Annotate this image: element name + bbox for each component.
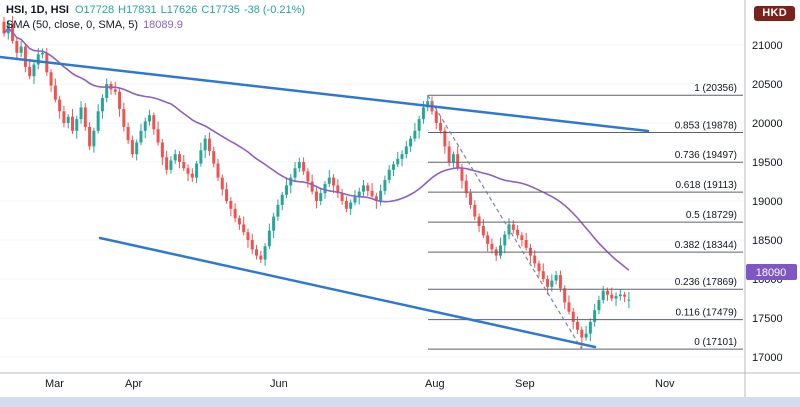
bottom-scroll-strip[interactable] [0,397,800,407]
price-tick-label: 19500 [752,157,783,169]
indicator-row[interactable]: SMA (50, close, 0, SMA, 5) 18089.9 [6,18,305,33]
symbol-row[interactable]: HSI, 1D, HSI O17728 H17831 L17626 C17735 -38 … [6,3,305,18]
channel-lower-line [98,236,597,349]
sma-price-badge-value: 18090 [756,267,787,279]
time-tick-label: Sep [515,378,535,390]
fib-level-label: 0.116 (17479) [675,308,737,319]
time-tick-label: Aug [425,378,445,390]
ohlc-low: L17626 [160,4,198,16]
price-tick-label: 18500 [752,235,783,247]
price-tick-label: 19000 [752,196,783,208]
fib-level-label: 0.618 (19113) [675,180,737,191]
fib-level-label: 0 (17101) [694,337,737,348]
symbol-title[interactable]: HSI, 1D, HSI [6,4,69,16]
sma-indicator-value: 18089.9 [143,19,183,31]
fib-level-label: 0.736 (19497) [675,150,737,161]
ohlc-close: C17735 [201,4,240,16]
fib-level-label: 0.236 (17869) [675,277,737,288]
price-tick-label: 21000 [752,40,783,52]
time-axis[interactable]: Mar Apr Jun Aug Sep Nov [45,378,675,390]
change-value: -38 (-0.21%) [243,4,306,16]
fib-retracement[interactable]: 1 (20356) 0.853 (19878) 0.736 (19497) 0.618… [428,83,743,350]
currency-badge[interactable]: HKD [754,6,795,21]
time-tick-label: Apr [125,378,142,390]
sma-price-badge [746,263,797,280]
price-axis[interactable]: 2100020500200001950019000185001800017500… [752,40,783,364]
price-tick-label: 20500 [752,79,783,91]
fib-dashed-trendline[interactable] [427,94,583,350]
fib-level-label: 0.382 (18344) [675,240,737,251]
sma-indicator-label[interactable]: SMA (50, close, 0, SMA, 5) [6,19,139,31]
fib-level-label: 0.853 (19878) [675,121,737,132]
price-tick-label: 20000 [752,118,783,130]
time-tick-label: Mar [45,378,64,390]
trend-channel[interactable] [0,55,650,349]
legend: HSI, 1D, HSI O17728 H17831 L17626 C17735 -38 … [6,3,305,33]
time-tick-label: Nov [655,378,675,390]
channel-upper-line [0,55,650,133]
fib-level-label: 1 (20356) [694,83,737,94]
price-tick-label: 17500 [752,313,783,325]
fib-level-label: 0.5 (18729) [686,210,737,221]
price-tick-label: 17000 [752,352,783,364]
ohlc-high: H17831 [118,4,157,16]
time-tick-label: Jun [270,378,288,390]
sma-line[interactable] [3,27,630,271]
ohlc-open: O17728 [74,4,115,16]
